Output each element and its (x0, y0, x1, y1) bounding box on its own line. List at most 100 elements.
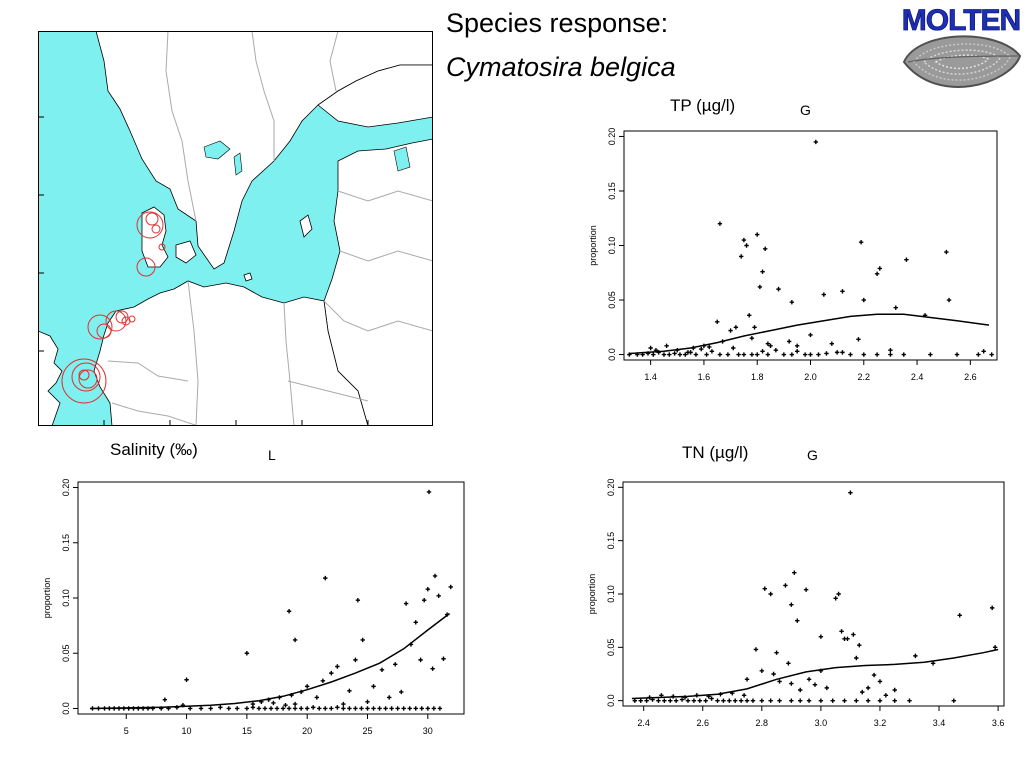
data-point (773, 347, 779, 353)
data-point (904, 257, 909, 262)
data-point (808, 332, 813, 338)
data-point (736, 352, 741, 357)
data-point (865, 685, 871, 691)
data-point (347, 688, 352, 693)
data-point (865, 698, 871, 703)
x-tick-label: 2.6 (964, 372, 977, 382)
plot-frame (77, 481, 465, 715)
x-tick-label: 15 (242, 726, 252, 736)
x-tick-label: 2.8 (756, 718, 769, 728)
station-marker (78, 369, 98, 389)
data-point (286, 609, 292, 614)
station-marker (78, 369, 90, 381)
country-borders (107, 30, 434, 427)
data-point (441, 656, 446, 661)
data-point (697, 698, 702, 703)
data-point (777, 698, 782, 703)
data-point (347, 706, 352, 711)
data-point (644, 698, 649, 703)
station-marker (96, 323, 112, 339)
data-point (738, 698, 744, 703)
data-point (662, 698, 667, 703)
data-point (341, 706, 346, 711)
data-point (235, 706, 240, 711)
data-point (707, 344, 712, 350)
tp-scatter-chart: 0.0 0.05 0.10 0.15 0.20 1.4 1.6 1.8 2.0 2.2 2.4 2.6… (588, 128, 998, 382)
data-point (218, 705, 223, 710)
lake-vanern (203, 140, 231, 160)
data-point (359, 706, 364, 711)
data-point (840, 350, 845, 355)
x-tick-label: 10 (182, 726, 192, 736)
data-point (747, 313, 752, 318)
data-point (930, 661, 936, 666)
data-point (371, 706, 376, 711)
data-point (798, 687, 803, 693)
data-point (744, 243, 749, 248)
data-point (802, 352, 808, 357)
species-name: Cymatosira belgica (446, 52, 676, 82)
data-point (703, 698, 708, 703)
data-point (821, 292, 827, 297)
land-gotland (299, 214, 313, 238)
data-point (436, 593, 441, 598)
data-point (335, 705, 340, 710)
data-point (741, 693, 747, 698)
data-point (403, 601, 409, 606)
data-point (840, 289, 845, 294)
x-tick-label: 2.4 (637, 718, 650, 728)
y-tick-label: 0.10 (607, 237, 617, 255)
station-marker (61, 358, 107, 404)
data-point (839, 629, 844, 634)
data-point (763, 246, 768, 251)
data-point (664, 343, 669, 349)
data-point (329, 706, 334, 711)
data-point (928, 352, 933, 357)
data-point (842, 698, 847, 703)
x-tick-label: 2.6 (696, 718, 709, 728)
data-point (377, 706, 382, 711)
data-point (721, 698, 726, 703)
data-point (957, 613, 962, 618)
data-point (283, 702, 288, 708)
data-point (854, 698, 859, 703)
data-point (860, 689, 865, 695)
y-tick-label: 0.05 (607, 291, 617, 309)
data-point (431, 706, 437, 711)
data-point (699, 346, 704, 352)
data-point (311, 705, 316, 710)
x-tick-label: 5 (124, 726, 129, 736)
y-tick-label: 0.05 (606, 639, 616, 657)
data-point (226, 706, 231, 711)
y-tick-label: 0.20 (61, 479, 71, 497)
data-point (304, 706, 310, 711)
data-point (268, 706, 274, 711)
data-point (858, 240, 864, 245)
station-marker (136, 211, 164, 239)
x-tick-label: 3.2 (874, 718, 887, 728)
data-point (292, 706, 298, 711)
data-point (685, 698, 691, 703)
data-point (298, 706, 304, 711)
data-point (765, 352, 771, 357)
data-point (292, 701, 298, 707)
data-point (808, 352, 813, 357)
data-point (304, 684, 310, 689)
data-point (292, 637, 298, 643)
data-point (365, 699, 370, 705)
data-point (274, 706, 280, 711)
data-point (818, 698, 824, 703)
data-point (693, 352, 699, 357)
data-point (812, 682, 818, 687)
x-tick-label: 25 (362, 726, 372, 736)
y-tick-label: 0.15 (61, 534, 71, 552)
data-point (976, 352, 981, 357)
data-point (786, 339, 792, 344)
salinity-scatter-chart: 0.0 0.05 0.10 0.15 0.20 5 10 15 20 25 30 proportion (42, 479, 465, 736)
data-point (768, 343, 773, 349)
data-point (829, 341, 835, 346)
logo-text: MOLTEN (902, 4, 1020, 37)
chart-code-tn: G (807, 447, 818, 463)
data-point (760, 349, 765, 354)
data-point (413, 706, 418, 711)
